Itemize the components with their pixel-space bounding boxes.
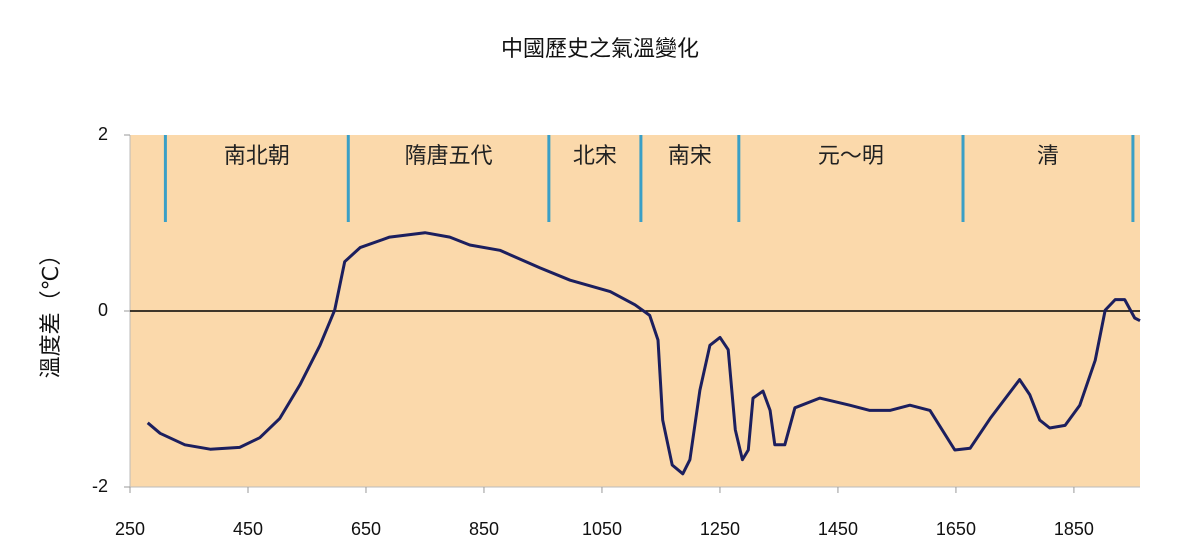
era-label: 元～明 xyxy=(818,144,884,169)
x-tick-label: 250 xyxy=(115,519,145,539)
x-tick-label: 650 xyxy=(351,519,381,539)
x-tick-label: 1850 xyxy=(1054,519,1094,539)
x-tick-label: 1050 xyxy=(582,519,622,539)
x-tick-label: 850 xyxy=(469,519,499,539)
era-label: 隋唐五代 xyxy=(405,144,493,169)
y-tick-label: -2 xyxy=(92,476,108,496)
y-tick-label: 0 xyxy=(98,300,108,320)
y-tick-label: 2 xyxy=(98,124,108,144)
x-tick-label: 450 xyxy=(233,519,263,539)
series-line xyxy=(146,231,1141,476)
x-tick-label: 1450 xyxy=(818,519,858,539)
era-label: 南宋 xyxy=(668,144,712,169)
era-label: 北宋 xyxy=(573,144,617,169)
chart-title: 中國歷史之氣溫變化 xyxy=(501,37,699,62)
x-tick-label: 1250 xyxy=(700,519,740,539)
y-axis-label: 溫度差（℃） xyxy=(39,244,64,379)
era-label: 清 xyxy=(1037,144,1059,169)
x-tick-label: 1650 xyxy=(936,519,976,539)
era-label: 南北朝 xyxy=(224,144,290,169)
